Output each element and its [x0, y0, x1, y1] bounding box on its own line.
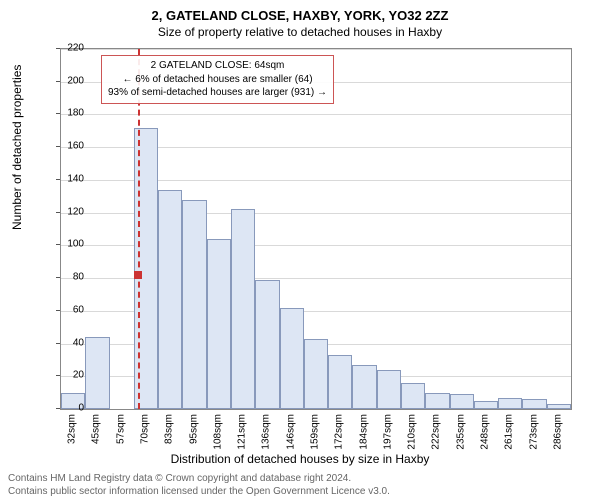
histogram-bar	[450, 394, 474, 409]
histogram-bar	[352, 365, 376, 409]
histogram-bar	[280, 308, 304, 409]
attribution-footer: Contains HM Land Registry data © Crown c…	[8, 472, 390, 498]
x-axis-label: Distribution of detached houses by size …	[0, 452, 600, 466]
histogram-bar	[547, 404, 571, 409]
y-tick-label: 40	[56, 337, 84, 348]
y-tick-mark	[56, 375, 60, 376]
y-tick-label: 200	[56, 75, 84, 86]
x-tick-label: 222sqm	[431, 414, 442, 450]
annotation-callout: 2 GATELAND CLOSE: 64sqm ← 6% of detached…	[101, 55, 334, 104]
x-tick-label: 32sqm	[67, 414, 78, 444]
histogram-bar	[182, 200, 206, 409]
histogram-bar	[207, 239, 231, 409]
title-line-2: Size of property relative to detached ho…	[0, 23, 600, 39]
y-tick-mark	[56, 310, 60, 311]
y-tick-mark	[56, 146, 60, 147]
y-tick-mark	[56, 113, 60, 114]
x-tick-label: 108sqm	[212, 414, 223, 450]
x-tick-label: 273sqm	[528, 414, 539, 450]
x-tick-label: 136sqm	[261, 414, 272, 450]
x-tick-label: 261sqm	[504, 414, 515, 450]
histogram-bar	[255, 280, 279, 409]
y-tick-label: 80	[56, 272, 84, 283]
reference-marker	[134, 271, 142, 279]
x-tick-label: 184sqm	[358, 414, 369, 450]
y-tick-mark	[56, 179, 60, 180]
y-tick-mark	[56, 408, 60, 409]
y-tick-mark	[56, 81, 60, 82]
x-tick-label: 159sqm	[310, 414, 321, 450]
histogram-bar	[158, 190, 182, 409]
footer-line-1: Contains HM Land Registry data © Crown c…	[8, 472, 390, 485]
title-line-1: 2, GATELAND CLOSE, HAXBY, YORK, YO32 2ZZ	[0, 0, 600, 23]
histogram-bar	[85, 337, 109, 409]
y-tick-label: 220	[56, 43, 84, 54]
histogram-bar	[522, 399, 546, 409]
y-tick-label: 120	[56, 206, 84, 217]
x-tick-label: 197sqm	[382, 414, 393, 450]
y-tick-label: 0	[56, 403, 84, 414]
histogram-bar	[498, 398, 522, 409]
y-tick-label: 20	[56, 370, 84, 381]
x-tick-label: 95sqm	[188, 414, 199, 444]
x-tick-label: 146sqm	[285, 414, 296, 450]
y-axis-label: Number of detached properties	[10, 65, 24, 230]
y-tick-label: 160	[56, 141, 84, 152]
x-tick-label: 57sqm	[115, 414, 126, 444]
annotation-line-2: ← 6% of detached houses are smaller (64)	[108, 73, 327, 87]
x-tick-label: 45sqm	[91, 414, 102, 444]
y-tick-label: 140	[56, 173, 84, 184]
y-tick-mark	[56, 48, 60, 49]
y-tick-mark	[56, 277, 60, 278]
x-tick-label: 235sqm	[455, 414, 466, 450]
x-tick-label: 210sqm	[407, 414, 418, 450]
y-tick-label: 180	[56, 108, 84, 119]
annotation-line-3: 93% of semi-detached houses are larger (…	[108, 86, 327, 100]
footer-line-2: Contains public sector information licen…	[8, 485, 390, 498]
histogram-bar	[231, 209, 255, 409]
histogram-bar	[377, 370, 401, 409]
histogram-bar	[425, 393, 449, 409]
x-tick-label: 83sqm	[164, 414, 175, 444]
plot-area: 2 GATELAND CLOSE: 64sqm ← 6% of detached…	[60, 48, 572, 410]
histogram-bar	[328, 355, 352, 409]
histogram-bar	[304, 339, 328, 409]
x-tick-label: 172sqm	[334, 414, 345, 450]
y-tick-mark	[56, 212, 60, 213]
x-tick-label: 70sqm	[140, 414, 151, 444]
y-tick-label: 100	[56, 239, 84, 250]
y-tick-mark	[56, 343, 60, 344]
x-tick-label: 121sqm	[237, 414, 248, 450]
x-tick-label: 248sqm	[480, 414, 491, 450]
histogram-bar	[401, 383, 425, 409]
y-tick-mark	[56, 244, 60, 245]
annotation-line-1: 2 GATELAND CLOSE: 64sqm	[108, 59, 327, 73]
y-tick-label: 60	[56, 304, 84, 315]
chart-container: 2, GATELAND CLOSE, HAXBY, YORK, YO32 2ZZ…	[0, 0, 600, 500]
x-tick-label: 286sqm	[552, 414, 563, 450]
histogram-bar	[474, 401, 498, 409]
